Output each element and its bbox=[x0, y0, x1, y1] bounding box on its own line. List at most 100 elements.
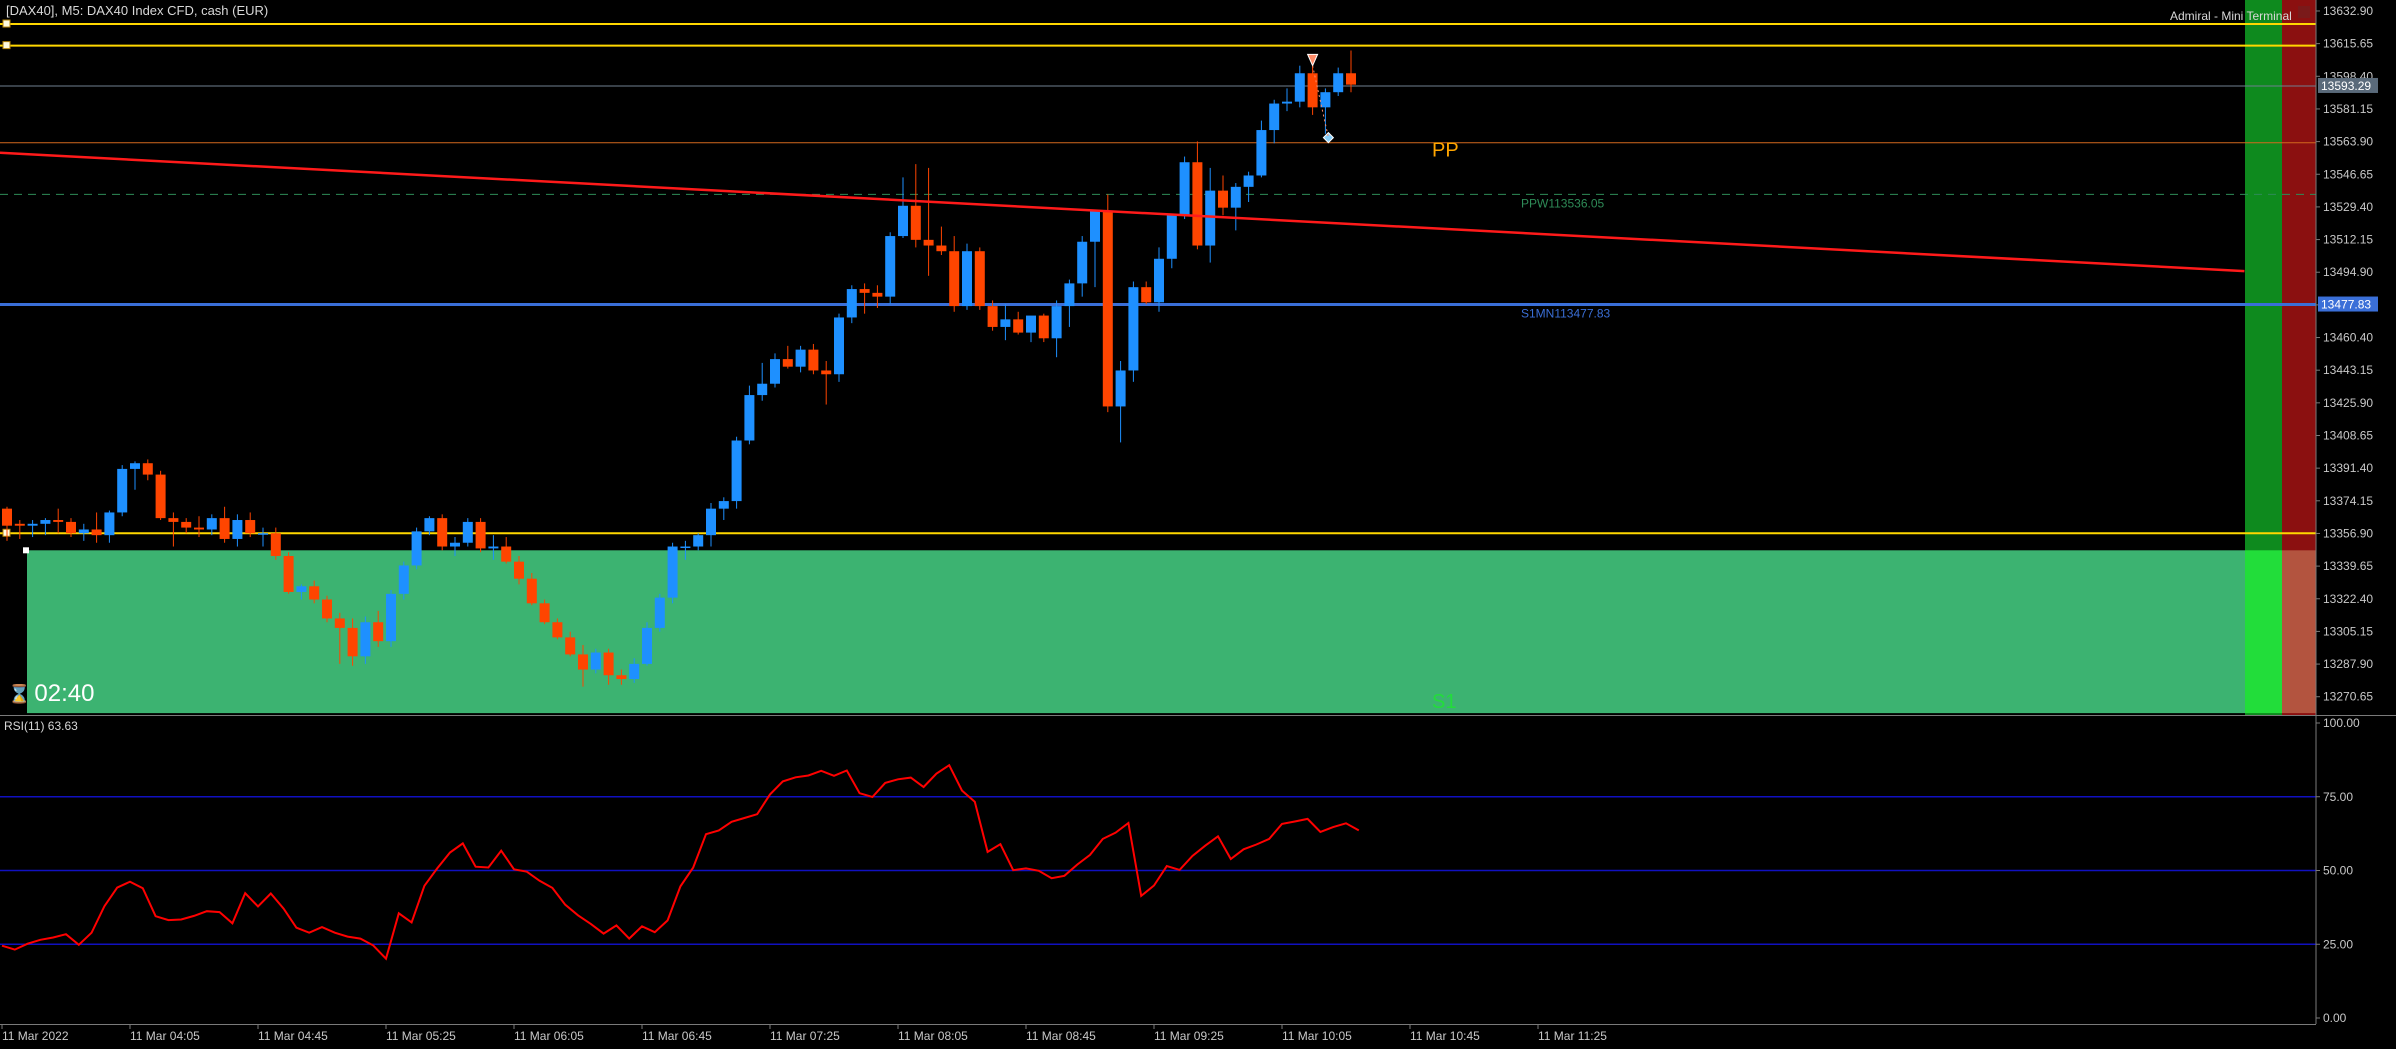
candle-body bbox=[347, 627, 358, 657]
candle-body bbox=[270, 533, 281, 556]
candle-body bbox=[437, 518, 448, 547]
candle bbox=[40, 518, 51, 536]
candle bbox=[693, 533, 704, 551]
candle-body bbox=[578, 654, 588, 670]
candle-body bbox=[194, 527, 204, 530]
candle-body bbox=[846, 289, 857, 318]
price-pane[interactable]: PPW113536.05 S1MN113477.83 PP S1 bbox=[0, 0, 2316, 715]
candle bbox=[552, 618, 563, 640]
candle-body bbox=[104, 512, 115, 536]
candle bbox=[667, 542, 678, 604]
candle-body bbox=[642, 627, 652, 664]
candle bbox=[398, 561, 409, 600]
buy-marker-icon bbox=[1322, 131, 1335, 144]
s1mn-price-label: 13477.83 bbox=[2321, 298, 2371, 312]
level-anchor-0 bbox=[2, 19, 11, 28]
terminal-label[interactable]: Admiral - Mini Terminal bbox=[2170, 9, 2292, 23]
s1-annotation: S1 bbox=[1432, 691, 1456, 713]
candle bbox=[834, 313, 844, 382]
candle bbox=[386, 590, 396, 647]
candle-body bbox=[1294, 73, 1305, 102]
candle bbox=[987, 300, 998, 331]
price-tick-label: 13391.40 bbox=[2323, 461, 2373, 475]
candle-body bbox=[142, 463, 153, 475]
candle-body bbox=[283, 555, 294, 592]
candle bbox=[270, 527, 281, 560]
candle bbox=[514, 555, 524, 585]
candle bbox=[642, 622, 652, 666]
s1mn-label: S1MN113477.83 bbox=[1521, 307, 1611, 321]
trendline bbox=[0, 151, 2245, 273]
candle-body bbox=[78, 529, 89, 534]
rsi-pane[interactable] bbox=[0, 763, 2316, 961]
candle-body bbox=[1000, 319, 1011, 327]
candle bbox=[1013, 311, 1024, 335]
candle-body bbox=[1166, 215, 1177, 259]
candle bbox=[1218, 175, 1228, 216]
sell-marker-icon bbox=[1306, 53, 1319, 67]
candle bbox=[194, 516, 204, 538]
rsi-tick-label: 100.00 bbox=[2323, 716, 2360, 730]
candle-body bbox=[629, 663, 640, 680]
countdown-timer: ⌛ 02:40 bbox=[8, 680, 94, 708]
candle bbox=[206, 514, 217, 536]
candle-body bbox=[219, 518, 230, 539]
candle-body bbox=[168, 518, 179, 522]
candle-body bbox=[488, 546, 499, 549]
candle-body bbox=[987, 306, 998, 327]
price-tick-label: 13615.65 bbox=[2323, 37, 2373, 51]
chart-title: [DAX40], M5: DAX40 Index CFD, cash (EUR) bbox=[6, 3, 269, 18]
candle-body bbox=[898, 205, 908, 237]
candle bbox=[808, 343, 819, 375]
candle bbox=[1115, 361, 1126, 443]
price-tick-label: 13546.65 bbox=[2323, 167, 2373, 181]
candle-body bbox=[1230, 186, 1241, 208]
time-tick-label: 11 Mar 10:05 bbox=[1282, 1029, 1352, 1043]
candle-body bbox=[232, 520, 243, 539]
candle-body bbox=[386, 593, 396, 642]
candle bbox=[1294, 65, 1305, 108]
candle bbox=[283, 552, 294, 594]
candle bbox=[1077, 236, 1088, 297]
red-strip-lower bbox=[2282, 550, 2316, 714]
candle-body bbox=[53, 520, 64, 522]
candle bbox=[1090, 211, 1100, 288]
candle bbox=[565, 631, 576, 657]
candle-body bbox=[450, 542, 460, 547]
candle-body bbox=[1128, 287, 1139, 371]
hourglass-icon: ⌛ bbox=[8, 683, 31, 704]
candle bbox=[104, 510, 115, 543]
candle bbox=[731, 436, 742, 509]
candle bbox=[1064, 279, 1075, 327]
candle bbox=[718, 497, 729, 521]
candle-body bbox=[782, 359, 793, 367]
price-tick-label: 13287.90 bbox=[2323, 657, 2373, 671]
candle bbox=[1333, 67, 1344, 96]
candle bbox=[437, 514, 448, 551]
candle bbox=[1230, 183, 1241, 231]
candle-body bbox=[808, 349, 819, 371]
candle-body bbox=[1179, 162, 1190, 216]
candle-body bbox=[2, 508, 12, 526]
candle-body bbox=[181, 521, 192, 528]
candle bbox=[974, 247, 985, 310]
rsi-tick-label: 50.00 bbox=[2323, 864, 2353, 878]
price-tick-label: 13460.40 bbox=[2323, 331, 2373, 345]
candle-body bbox=[936, 245, 947, 252]
candle-body bbox=[770, 359, 780, 384]
time-tick-label: 11 Mar 04:05 bbox=[130, 1029, 200, 1043]
candle-body bbox=[923, 239, 934, 246]
candle bbox=[1026, 315, 1036, 343]
candle-body bbox=[1154, 258, 1164, 303]
candle-body bbox=[910, 205, 921, 240]
candle bbox=[578, 644, 588, 687]
candle-body bbox=[91, 529, 102, 536]
price-tick-label: 13425.90 bbox=[2323, 396, 2373, 410]
candle-body bbox=[1077, 241, 1088, 284]
candle-body bbox=[296, 586, 307, 592]
candle-body bbox=[795, 349, 806, 367]
time-tick-label: 11 Mar 11:25 bbox=[1538, 1029, 1607, 1043]
close-icon bbox=[2298, 6, 2310, 18]
time-tick-label: 11 Mar 07:25 bbox=[770, 1029, 840, 1043]
candle bbox=[475, 518, 486, 553]
